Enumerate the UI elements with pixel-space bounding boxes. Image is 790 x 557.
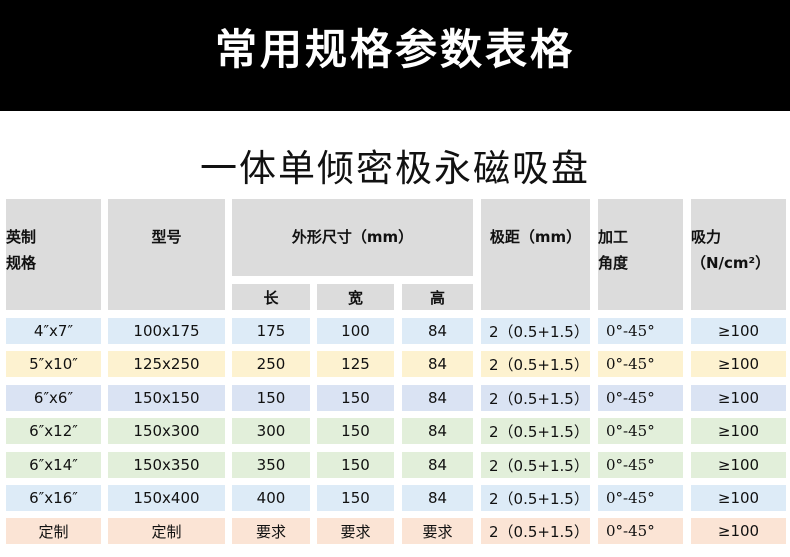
cell-length: 175 bbox=[232, 318, 310, 344]
header-text: 规格 bbox=[6, 254, 37, 272]
cell-pole-pitch: 2（0.5+1.5） bbox=[481, 452, 590, 478]
cell-width: 100 bbox=[317, 318, 394, 344]
cell-model: 定制 bbox=[108, 518, 225, 544]
cell-height: 84 bbox=[402, 485, 473, 511]
cell-angle: 0°-45° bbox=[598, 485, 683, 511]
cell-pole-pitch: 2（0.5+1.5） bbox=[481, 485, 590, 511]
cell-pole-pitch: 2（0.5+1.5） bbox=[481, 418, 590, 444]
header-text: 加工 bbox=[598, 228, 629, 246]
cell-angle: 0°-45° bbox=[598, 385, 683, 411]
cell-height: 84 bbox=[402, 351, 473, 377]
cell-angle: 0°-45° bbox=[598, 318, 683, 344]
cell-model: 150x150 bbox=[108, 385, 225, 411]
cell-angle: 0°-45° bbox=[598, 351, 683, 377]
cell-length: 250 bbox=[232, 351, 310, 377]
cell-inch-spec: 4″x7″ bbox=[6, 318, 101, 344]
cell-length: 150 bbox=[232, 385, 310, 411]
cell-inch-spec: 6″x6″ bbox=[6, 385, 101, 411]
cell-model: 150x350 bbox=[108, 452, 225, 478]
cell-height: 要求 bbox=[402, 518, 473, 544]
cell-angle: 0°-45° bbox=[598, 418, 683, 444]
cell-angle: 0°-45° bbox=[598, 452, 683, 478]
banner-title: 常用规格参数表格 bbox=[214, 25, 575, 74]
header-dimensions: 外形尺寸（mm） bbox=[232, 199, 473, 276]
cell-force: ≥100 bbox=[691, 385, 786, 411]
cell-width: 要求 bbox=[317, 518, 394, 544]
cell-model: 125x250 bbox=[108, 351, 225, 377]
cell-pole-pitch: 2（0.5+1.5） bbox=[481, 351, 590, 377]
cell-force: ≥100 bbox=[691, 351, 786, 377]
cell-pole-pitch: 2（0.5+1.5） bbox=[481, 318, 590, 344]
cell-inch-spec: 6″x14″ bbox=[6, 452, 101, 478]
cell-force: ≥100 bbox=[691, 452, 786, 478]
cell-height: 84 bbox=[402, 318, 473, 344]
banner: 常用规格参数表格 bbox=[0, 0, 790, 111]
header-width: 宽 bbox=[317, 284, 394, 310]
header-length: 长 bbox=[232, 284, 310, 310]
header-pole-pitch: 极距（mm） bbox=[481, 199, 590, 310]
header-force: 吸力 （N/cm²） bbox=[691, 199, 786, 310]
header-text: 英制 bbox=[6, 228, 37, 246]
cell-length: 350 bbox=[232, 452, 310, 478]
header-text: 角度 bbox=[598, 254, 629, 272]
table-title: 一体单倾密极永磁吸盘 bbox=[200, 147, 590, 190]
header-model: 型号 bbox=[108, 199, 225, 310]
cell-model: 150x400 bbox=[108, 485, 225, 511]
header-height: 高 bbox=[402, 284, 473, 310]
cell-length: 400 bbox=[232, 485, 310, 511]
cell-model: 100x175 bbox=[108, 318, 225, 344]
header-inch-spec: 英制 规格 bbox=[6, 199, 101, 310]
cell-width: 125 bbox=[317, 351, 394, 377]
cell-inch-spec: 定制 bbox=[6, 518, 101, 544]
cell-width: 150 bbox=[317, 485, 394, 511]
cell-inch-spec: 6″x16″ bbox=[6, 485, 101, 511]
cell-width: 150 bbox=[317, 452, 394, 478]
header-angle: 加工 角度 bbox=[598, 199, 683, 310]
cell-length: 要求 bbox=[232, 518, 310, 544]
cell-inch-spec: 5″x10″ bbox=[6, 351, 101, 377]
cell-force: ≥100 bbox=[691, 418, 786, 444]
cell-length: 300 bbox=[232, 418, 310, 444]
header-text: 吸力 bbox=[691, 228, 722, 246]
cell-model: 150x300 bbox=[108, 418, 225, 444]
cell-force: ≥100 bbox=[691, 318, 786, 344]
cell-height: 84 bbox=[402, 418, 473, 444]
cell-height: 84 bbox=[402, 452, 473, 478]
cell-height: 84 bbox=[402, 385, 473, 411]
cell-pole-pitch: 2（0.5+1.5） bbox=[481, 385, 590, 411]
cell-width: 150 bbox=[317, 418, 394, 444]
header-text: （N/cm²） bbox=[691, 254, 771, 272]
cell-pole-pitch: 2（0.5+1.5） bbox=[481, 518, 590, 544]
cell-inch-spec: 6″x12″ bbox=[6, 418, 101, 444]
cell-width: 150 bbox=[317, 385, 394, 411]
cell-force: ≥100 bbox=[691, 518, 786, 544]
cell-force: ≥100 bbox=[691, 485, 786, 511]
cell-angle: 0°-45° bbox=[598, 518, 683, 544]
